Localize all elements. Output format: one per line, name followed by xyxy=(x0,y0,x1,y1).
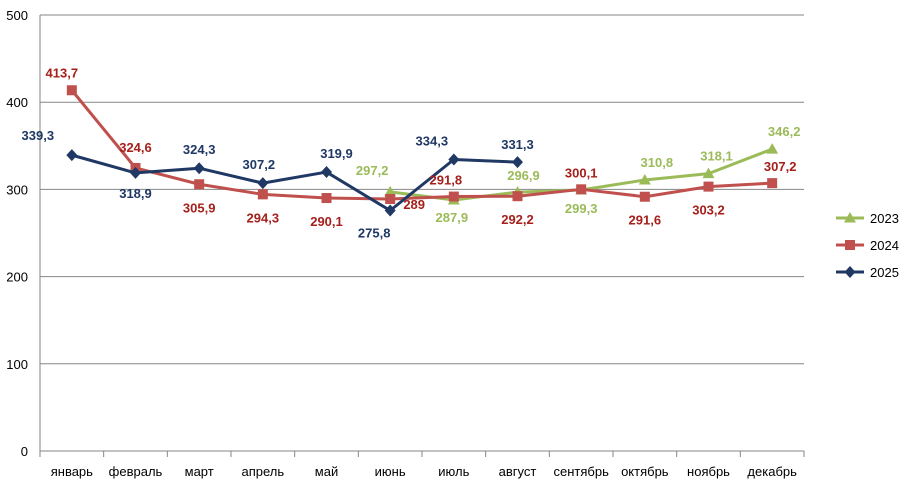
data-label-2024: 292,2 xyxy=(501,212,534,227)
data-point-2024 xyxy=(639,191,650,202)
series-line-2025 xyxy=(71,153,518,213)
data-label-2023: 287,9 xyxy=(436,210,469,225)
data-label-2024: 300,1 xyxy=(565,165,598,180)
x-tick-label: апрель xyxy=(242,464,285,479)
data-label-2023: 297,2 xyxy=(356,163,389,178)
data-label-2024: 291,6 xyxy=(629,213,662,228)
legend-label-2024: 2024 xyxy=(870,238,899,253)
data-point-2024 xyxy=(257,189,268,200)
data-point-2023 xyxy=(638,173,651,185)
data-label-2023: 318,1 xyxy=(700,149,733,164)
data-label-2024: 413,7 xyxy=(46,65,79,80)
data-label-2023: 299,3 xyxy=(565,201,598,216)
data-point-2025 xyxy=(321,166,332,179)
data-label-2025: 331,3 xyxy=(501,137,534,152)
data-label-2023: 310,8 xyxy=(641,155,674,170)
y-tick-label: 400 xyxy=(6,95,28,110)
data-point-2023 xyxy=(384,185,397,197)
data-label-2023: 296,9 xyxy=(507,168,540,183)
y-tick-label: 300 xyxy=(6,182,28,197)
data-point-2024 xyxy=(194,179,205,190)
legend-label-2025: 2025 xyxy=(870,265,899,280)
data-label-2025: 339,3 xyxy=(22,128,55,143)
series-line-2024 xyxy=(70,89,773,201)
data-label-2024: 294,3 xyxy=(247,210,280,225)
data-label-2024: 324,6 xyxy=(119,140,152,155)
data-point-2023 xyxy=(702,167,715,179)
data-point-2024 xyxy=(66,85,77,96)
x-tick-label: март xyxy=(185,464,214,479)
data-point-2024 xyxy=(448,191,459,202)
data-point-2023 xyxy=(844,212,856,223)
data-point-2024 xyxy=(703,181,714,192)
data-point-2025 xyxy=(384,204,396,217)
x-tick-label: май xyxy=(315,464,338,479)
data-point-2025 xyxy=(130,166,141,179)
y-tick-label: 100 xyxy=(6,357,28,372)
data-label-2025: 324,3 xyxy=(183,142,216,157)
data-point-2025 xyxy=(257,177,269,190)
data-label-2024: 289 xyxy=(403,197,425,212)
y-tick-label: 500 xyxy=(6,8,28,23)
y-tick-label: 0 xyxy=(21,444,28,459)
data-point-2023 xyxy=(766,143,779,154)
data-label-2025: 318,9 xyxy=(119,186,152,201)
x-tick-label: февраль xyxy=(109,464,163,479)
data-point-2025 xyxy=(193,162,205,175)
x-tick-label: июнь xyxy=(375,464,406,479)
y-tick-label: 200 xyxy=(6,270,28,285)
x-tick-label: октябрь xyxy=(621,464,669,479)
data-label-2024: 307,2 xyxy=(764,159,797,174)
data-label-2025: 319,9 xyxy=(320,146,353,161)
data-point-2024 xyxy=(767,178,778,189)
data-point-2024 xyxy=(576,184,587,195)
legend-label-2023: 2023 xyxy=(870,211,899,226)
x-tick-label: ноябрь xyxy=(687,464,730,479)
data-label-2024: 303,2 xyxy=(692,203,725,218)
data-label-2024: 305,9 xyxy=(183,200,216,215)
data-label-2024: 290,1 xyxy=(310,214,343,229)
data-point-2024 xyxy=(512,191,523,202)
data-point-2025 xyxy=(66,149,78,162)
x-tick-label: сентябрь xyxy=(553,464,609,479)
data-label-2023: 346,2 xyxy=(768,124,801,139)
data-label-2025: 334,3 xyxy=(416,133,449,148)
data-label-2025: 307,2 xyxy=(243,157,276,172)
data-point-2024 xyxy=(845,240,855,250)
data-label-2024: 291,8 xyxy=(430,173,463,188)
data-point-2025 xyxy=(448,153,460,166)
data-label-2025: 275,8 xyxy=(358,226,391,241)
data-point-2024 xyxy=(385,193,396,204)
data-point-2025 xyxy=(844,266,856,278)
x-tick-label: январь xyxy=(51,464,93,479)
x-tick-label: август xyxy=(499,464,537,479)
x-tick-label: июль xyxy=(438,464,469,479)
x-tick-label: декабрь xyxy=(747,464,797,479)
data-point-2024 xyxy=(321,193,332,204)
data-point-2025 xyxy=(512,156,523,169)
